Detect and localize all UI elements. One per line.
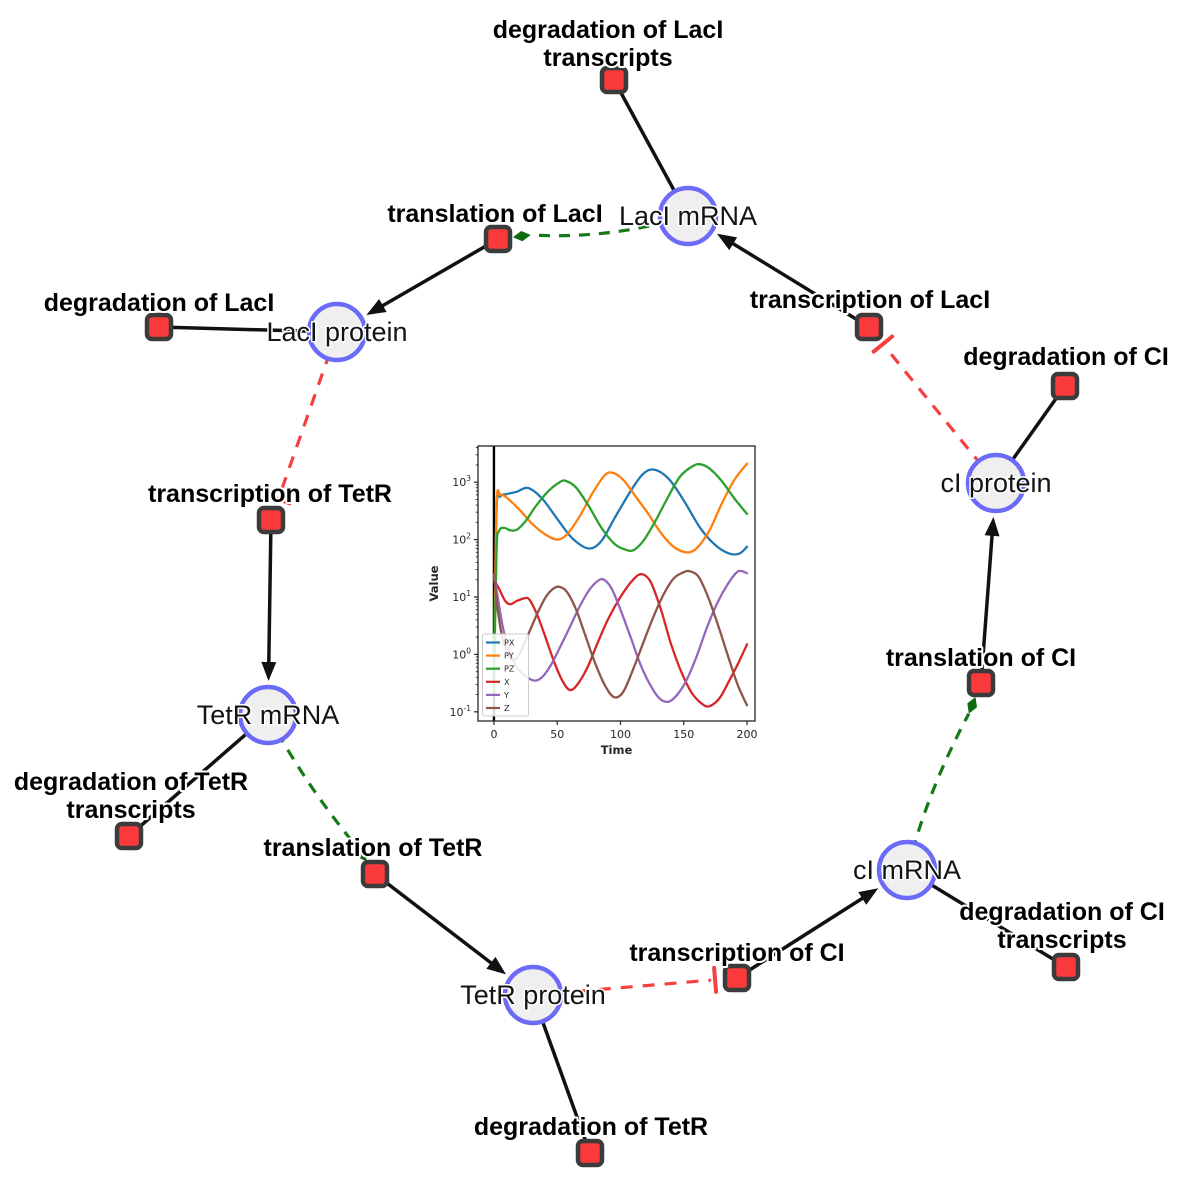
production-arrowhead — [984, 516, 1000, 537]
consumption-edge — [127, 713, 270, 838]
reaction-node-translation-laci[interactable] — [483, 224, 513, 254]
legend-label-PY: PY — [504, 651, 515, 661]
legend-label-PX: PX — [504, 638, 515, 648]
reaction-label-deg-ci-transcripts: degradation of CI — [959, 898, 1165, 926]
production-edge — [372, 237, 499, 313]
production-edge — [266, 519, 273, 674]
legend-label-PZ: PZ — [504, 664, 515, 674]
species-label-ci-mrna: cI mRNA — [853, 855, 961, 885]
modifier-edge — [905, 712, 971, 871]
axes-frame — [477, 445, 756, 722]
species-node-ci-mrna[interactable] — [876, 839, 938, 901]
production-edge — [373, 872, 501, 971]
reaction-label-deg-ci-transcripts: transcripts — [997, 926, 1126, 954]
reaction-label-translation-tetr: translation of TetR — [264, 834, 483, 862]
reaction-node-deg-ci[interactable] — [1050, 371, 1080, 401]
reaction-label-transcription-ci: transcription of CI — [629, 939, 844, 967]
series-line-PY — [492, 462, 749, 696]
species-node-laci-mrna[interactable] — [657, 185, 719, 247]
modifier-arrowhead — [356, 846, 367, 862]
reaction-label-deg-laci: degradation of LacI — [44, 289, 275, 317]
reaction-node-translation-tetr[interactable] — [360, 859, 390, 889]
edge-endings-layer — [261, 230, 1000, 994]
legend-label-Y: Y — [503, 690, 510, 700]
species-label-tetr-mrna: TetR mRNA — [197, 700, 340, 730]
legend-label-X: X — [504, 677, 510, 687]
production-edge — [736, 891, 873, 980]
reaction-label-deg-tetr-transcripts: degradation of TetR — [14, 768, 248, 796]
consumption-edge — [906, 868, 1067, 969]
reaction-node-transcription-ci[interactable] — [722, 963, 752, 993]
nodes-layer — [114, 65, 1081, 1168]
chart-legend: PX PY PZ XYZ — [482, 633, 529, 717]
reaction-node-deg-ci-transcripts[interactable] — [1051, 952, 1081, 982]
production-arrowhead — [716, 233, 738, 251]
x-tick-label: 150 — [673, 728, 694, 741]
y-axis-title: Value — [427, 565, 441, 601]
reaction-node-translation-ci[interactable] — [966, 668, 996, 698]
reaction-label-transcription-laci: transcription of LacI — [750, 286, 990, 314]
production-arrowhead — [858, 888, 879, 905]
reaction-label-deg-tetr-transcripts: transcripts — [66, 796, 195, 824]
reaction-node-deg-laci[interactable] — [144, 312, 174, 342]
reaction-node-deg-tetr[interactable] — [575, 1138, 605, 1168]
production-arrowhead — [261, 661, 277, 682]
reaction-node-transcription-laci[interactable] — [854, 312, 884, 342]
reaction-label-deg-tetr: degradation of TetR — [474, 1113, 708, 1141]
species-node-tetr-protein[interactable] — [502, 964, 564, 1026]
reaction-label-translation-ci: translation of CI — [886, 644, 1076, 672]
species-label-laci-mrna: LacI mRNA — [619, 201, 757, 231]
modifier-edge — [266, 714, 358, 848]
series-line-PZ — [492, 462, 749, 696]
species-label-ci-protein: cI protein — [940, 468, 1051, 498]
x-tick-label: 200 — [737, 728, 758, 741]
reaction-label-transcription-tetr: transcription of TetR — [148, 480, 392, 508]
legend-label-Z: Z — [504, 703, 510, 713]
inhibition-tbar — [264, 493, 292, 506]
species-label-laci-protein: LacI protein — [266, 317, 407, 347]
reaction-node-transcription-tetr[interactable] — [256, 505, 286, 535]
production-edge — [979, 524, 995, 684]
species-node-ci-protein[interactable] — [965, 452, 1027, 514]
reaction-node-deg-tetr-transcripts[interactable] — [114, 821, 144, 851]
production-arrowhead — [486, 956, 507, 975]
x-tick-label: 100 — [610, 728, 631, 741]
series-line-X — [492, 572, 749, 708]
reaction-label-translation-laci: translation of LacI — [387, 200, 602, 228]
species-label-tetr-protein: TetR protein — [460, 980, 606, 1010]
reaction-node-deg-laci-transcripts[interactable] — [599, 65, 629, 95]
modifier-arrowhead — [967, 696, 978, 714]
inhibition-tbar — [871, 334, 895, 354]
x-tick-label: 0 — [490, 728, 497, 741]
reaction-label-deg-ci: degradation of CI — [963, 343, 1169, 371]
reaction-label-deg-laci-transcripts: degradation of LacI — [493, 16, 724, 44]
species-node-laci-protein[interactable] — [306, 301, 368, 363]
modifier-edge — [530, 214, 689, 238]
x-axis-title: Time — [601, 743, 633, 757]
species-node-tetr-mrna[interactable] — [237, 684, 299, 746]
reaction-label-deg-laci-transcripts: transcripts — [543, 44, 672, 72]
inhibition-tbar — [712, 965, 719, 994]
modifier-arrowhead — [512, 230, 531, 242]
labels-layer: degradation of LacItranscriptstranslatio… — [12, 14, 1171, 1143]
production-arrowhead — [366, 298, 387, 315]
production-edge — [722, 236, 870, 329]
x-tick-label: 50 — [550, 728, 564, 741]
